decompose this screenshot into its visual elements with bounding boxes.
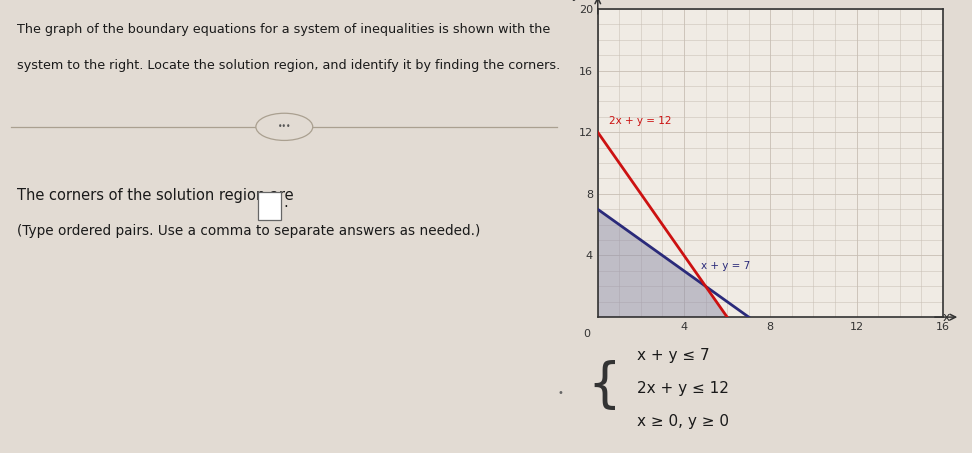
Text: •••: ••• bbox=[278, 122, 291, 131]
Text: x + y ≤ 7: x + y ≤ 7 bbox=[637, 348, 710, 363]
Text: 2x + y ≤ 12: 2x + y ≤ 12 bbox=[637, 381, 729, 396]
Text: x: x bbox=[943, 311, 950, 323]
Text: •: • bbox=[557, 388, 563, 399]
Text: 2x + y = 12: 2x + y = 12 bbox=[608, 116, 671, 126]
Text: system to the right. Locate the solution region, and identify it by finding the : system to the right. Locate the solution… bbox=[17, 59, 560, 72]
Text: 0: 0 bbox=[583, 329, 591, 339]
Text: y: y bbox=[573, 0, 580, 1]
Text: x ≥ 0, y ≥ 0: x ≥ 0, y ≥ 0 bbox=[637, 414, 729, 429]
Polygon shape bbox=[598, 209, 727, 317]
Text: .: . bbox=[283, 195, 288, 210]
Text: {: { bbox=[587, 361, 621, 412]
Text: x + y = 7: x + y = 7 bbox=[702, 261, 750, 271]
Ellipse shape bbox=[256, 113, 313, 140]
Text: (Type ordered pairs. Use a comma to separate answers as needed.): (Type ordered pairs. Use a comma to sepa… bbox=[17, 224, 480, 238]
FancyBboxPatch shape bbox=[259, 192, 281, 220]
Text: The corners of the solution region are: The corners of the solution region are bbox=[17, 188, 294, 203]
Text: The graph of the boundary equations for a system of inequalities is shown with t: The graph of the boundary equations for … bbox=[17, 23, 550, 36]
